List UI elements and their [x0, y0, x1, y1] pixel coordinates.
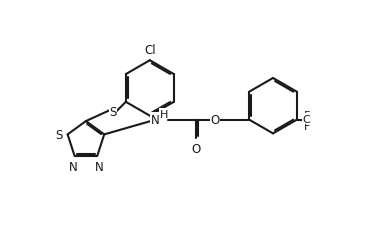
Text: O: O — [211, 114, 220, 126]
Text: S: S — [56, 128, 63, 141]
Text: H: H — [160, 109, 168, 119]
Text: Cl: Cl — [144, 44, 156, 57]
Text: F: F — [304, 110, 310, 120]
Text: C: C — [302, 114, 310, 124]
Text: S: S — [109, 106, 117, 119]
Text: N: N — [69, 160, 78, 173]
Text: O: O — [191, 142, 200, 155]
Text: N: N — [151, 114, 160, 126]
Text: N: N — [94, 160, 103, 173]
Text: F: F — [304, 116, 310, 126]
Text: F: F — [304, 121, 310, 131]
